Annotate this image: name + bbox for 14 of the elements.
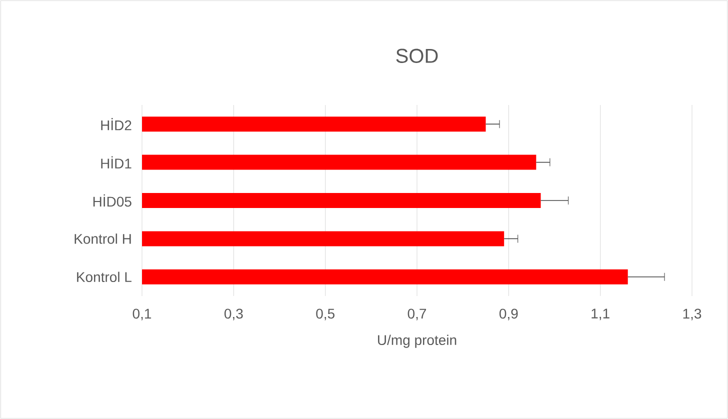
x-tick-label: 0,3 bbox=[224, 308, 243, 320]
y-tick-label: HİD05 bbox=[93, 194, 132, 207]
x-tick-label: 1,3 bbox=[683, 308, 702, 320]
y-tick-label: HİD2 bbox=[101, 118, 132, 130]
y-tick-label: Kontrol H bbox=[74, 234, 131, 244]
x-tick-label: 0,1 bbox=[132, 308, 152, 320]
x-tick-label: 0,7 bbox=[408, 308, 426, 320]
chart-title: SOD bbox=[396, 48, 438, 63]
x-tick-label: 1,1 bbox=[592, 308, 610, 320]
x-tick-label: 0,9 bbox=[499, 308, 518, 320]
y-tick-label: Kontrol L bbox=[77, 272, 132, 282]
x-axis-title: U/mg protein bbox=[378, 334, 456, 348]
y-tick-label: HİD1 bbox=[101, 156, 132, 168]
x-tick-label: 0,5 bbox=[316, 308, 334, 320]
